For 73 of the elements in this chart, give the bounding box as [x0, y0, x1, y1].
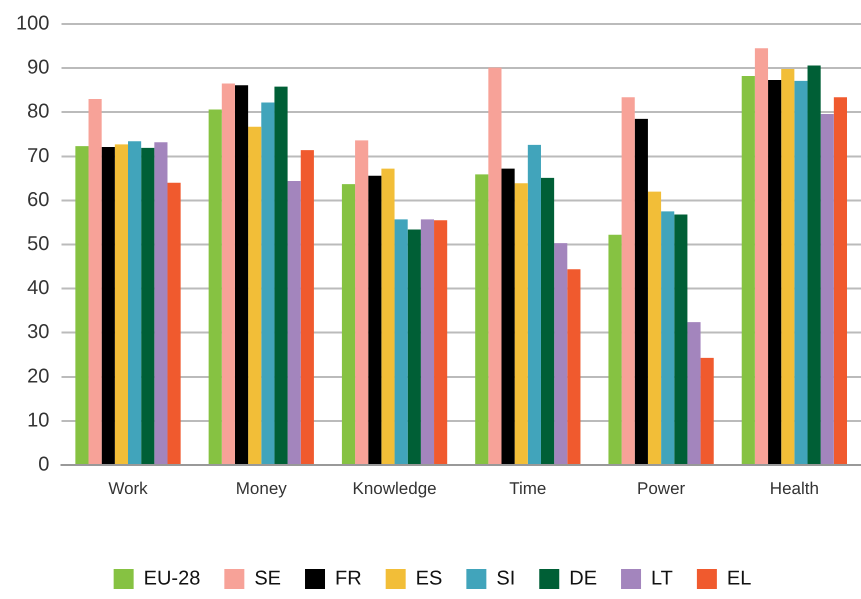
bar: [141, 148, 154, 464]
bar: [248, 126, 262, 464]
legend-label: SI: [496, 568, 516, 590]
bar: [622, 97, 635, 464]
bar: [475, 174, 488, 464]
bar: [540, 178, 554, 464]
y-tick-label: 100: [16, 12, 50, 35]
legend-label: DE: [569, 568, 598, 590]
y-tick-label: 30: [27, 321, 50, 344]
bar: [554, 243, 568, 464]
bar: [488, 68, 502, 464]
bar: [234, 85, 248, 464]
bar: [700, 358, 714, 464]
bar: [154, 142, 168, 464]
y-tick-label: 60: [27, 188, 50, 211]
bar: [567, 269, 580, 464]
bar: [514, 183, 528, 464]
bar: [355, 140, 368, 464]
legend-label: FR: [335, 568, 362, 590]
bar: [634, 118, 648, 464]
bar: [167, 182, 181, 464]
bar: [102, 147, 115, 464]
legend-label: EL: [726, 568, 752, 590]
x-tick-label: Power: [637, 478, 686, 498]
bar: [408, 230, 421, 464]
bar: [274, 86, 288, 464]
bar: [648, 192, 662, 464]
bar: [820, 114, 834, 464]
x-tick-label: Time: [509, 478, 546, 498]
bar: [687, 322, 701, 464]
y-tick-label: 50: [27, 233, 50, 256]
bar: [381, 168, 395, 464]
bar: [288, 180, 301, 464]
bar: [768, 80, 782, 464]
bar: [661, 211, 674, 464]
legend-label: SE: [254, 568, 282, 590]
y-tick-label: 40: [27, 277, 50, 300]
bar: [222, 84, 235, 464]
bar: [434, 220, 448, 464]
bar: [88, 98, 102, 464]
bar: [300, 150, 314, 464]
legend-label: ES: [416, 568, 442, 590]
bar: [794, 80, 808, 464]
bar: [394, 219, 408, 464]
y-tick-label: 90: [27, 56, 50, 79]
x-tick-label: Health: [770, 478, 819, 498]
bar: [808, 65, 821, 464]
bar: [742, 76, 755, 464]
x-tick-label: Knowledge: [352, 478, 437, 498]
bar: [75, 146, 89, 464]
bar: [781, 68, 794, 464]
bar: [834, 97, 848, 464]
bar: [261, 102, 274, 464]
y-tick-label: 10: [27, 409, 50, 432]
bar: [608, 234, 622, 464]
y-tick-label: 70: [27, 144, 50, 167]
legend-label: EU-28: [144, 568, 200, 590]
bar: [128, 141, 142, 464]
bar: [208, 110, 222, 464]
y-tick-label: 80: [27, 100, 50, 123]
legend-label: LT: [651, 568, 673, 590]
bar: [368, 176, 382, 464]
bar: [502, 168, 515, 464]
y-tick-label: 0: [38, 454, 50, 476]
y-tick-label: 20: [27, 365, 50, 388]
bar: [420, 219, 434, 464]
bar: [674, 214, 688, 464]
x-tick-label: Money: [236, 478, 288, 498]
bar: [114, 144, 128, 464]
bar: [528, 144, 541, 464]
x-tick-label: Work: [108, 478, 148, 498]
bar: [754, 48, 768, 464]
bar: [342, 184, 356, 464]
